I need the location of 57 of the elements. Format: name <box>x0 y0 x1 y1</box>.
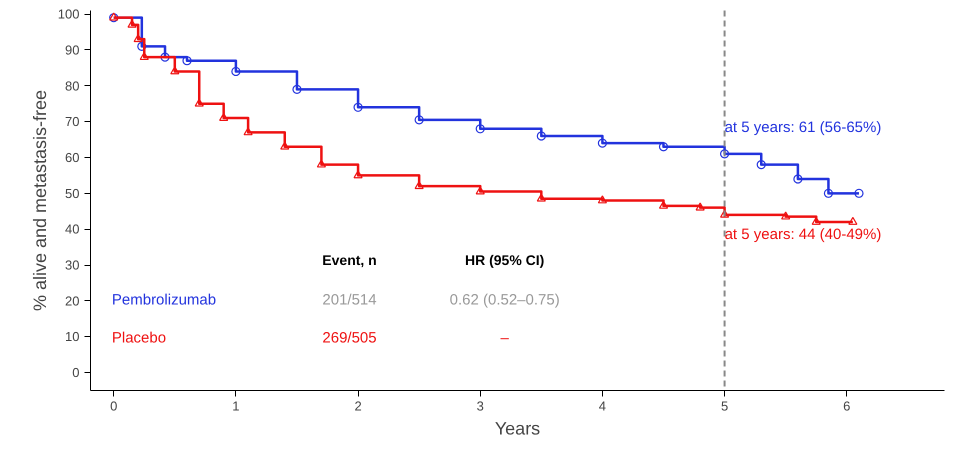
x-tick-label: 0 <box>110 398 118 414</box>
text: Pembrolizumab <box>112 291 216 308</box>
point <box>756 160 766 170</box>
y-tick-label: 80 <box>65 78 80 94</box>
point <box>536 131 546 141</box>
point <box>781 211 790 220</box>
y-tick-label: 60 <box>65 150 80 165</box>
point <box>824 188 834 198</box>
annotation: at 5 years: 61 (56-65%) <box>724 118 882 136</box>
x-axis-title: Years <box>494 418 540 438</box>
point <box>244 127 253 136</box>
point <box>353 170 363 178</box>
point <box>160 52 170 62</box>
point <box>476 124 485 134</box>
x-tick-label: 1 <box>232 398 240 414</box>
point <box>182 56 192 66</box>
annotation: 201/514 <box>322 291 377 308</box>
y-tick-label: 20 <box>65 293 80 308</box>
annotation: 269/505 <box>322 330 377 347</box>
y-tick-label: 30 <box>65 258 80 273</box>
point <box>658 200 668 209</box>
x-tick-label: 5 <box>720 398 728 414</box>
text: Placebo <box>112 330 166 347</box>
point <box>231 66 240 76</box>
point <box>316 159 326 168</box>
point <box>848 216 858 225</box>
point <box>414 115 424 124</box>
annotation: HR (95% CI) <box>465 252 544 268</box>
point <box>137 42 146 51</box>
annotation: Event, n <box>322 252 377 268</box>
x-tick-label: 2 <box>354 398 362 414</box>
point <box>854 188 864 198</box>
point <box>127 20 137 28</box>
point <box>598 195 608 204</box>
point <box>598 138 608 148</box>
y-tick-label: 50 <box>65 186 80 201</box>
x-tick-label: 4 <box>598 398 606 414</box>
y-tick-label: 90 <box>65 42 80 58</box>
point <box>793 174 802 184</box>
y-tick-label: 40 <box>65 222 80 237</box>
y-tick-label: 70 <box>65 114 80 130</box>
point <box>720 149 730 158</box>
point <box>170 66 180 74</box>
y-axis-title: % alive and metastasis-free <box>30 90 50 312</box>
y-tick-label: 10 <box>65 329 80 344</box>
annotation: 0.62 (0.52–0.75) <box>450 291 560 308</box>
point <box>720 210 730 218</box>
annotation: at 5 years: 44 (40-49%) <box>724 226 882 243</box>
point <box>658 142 668 152</box>
point <box>696 202 705 211</box>
point <box>292 84 302 94</box>
y-tick-label: 100 <box>58 6 80 22</box>
x-tick-label: 3 <box>476 398 484 414</box>
y-tick-label: 0 <box>72 365 80 380</box>
point <box>353 102 363 112</box>
annotation: – <box>500 330 510 347</box>
x-tick-label: 6 <box>843 398 850 414</box>
